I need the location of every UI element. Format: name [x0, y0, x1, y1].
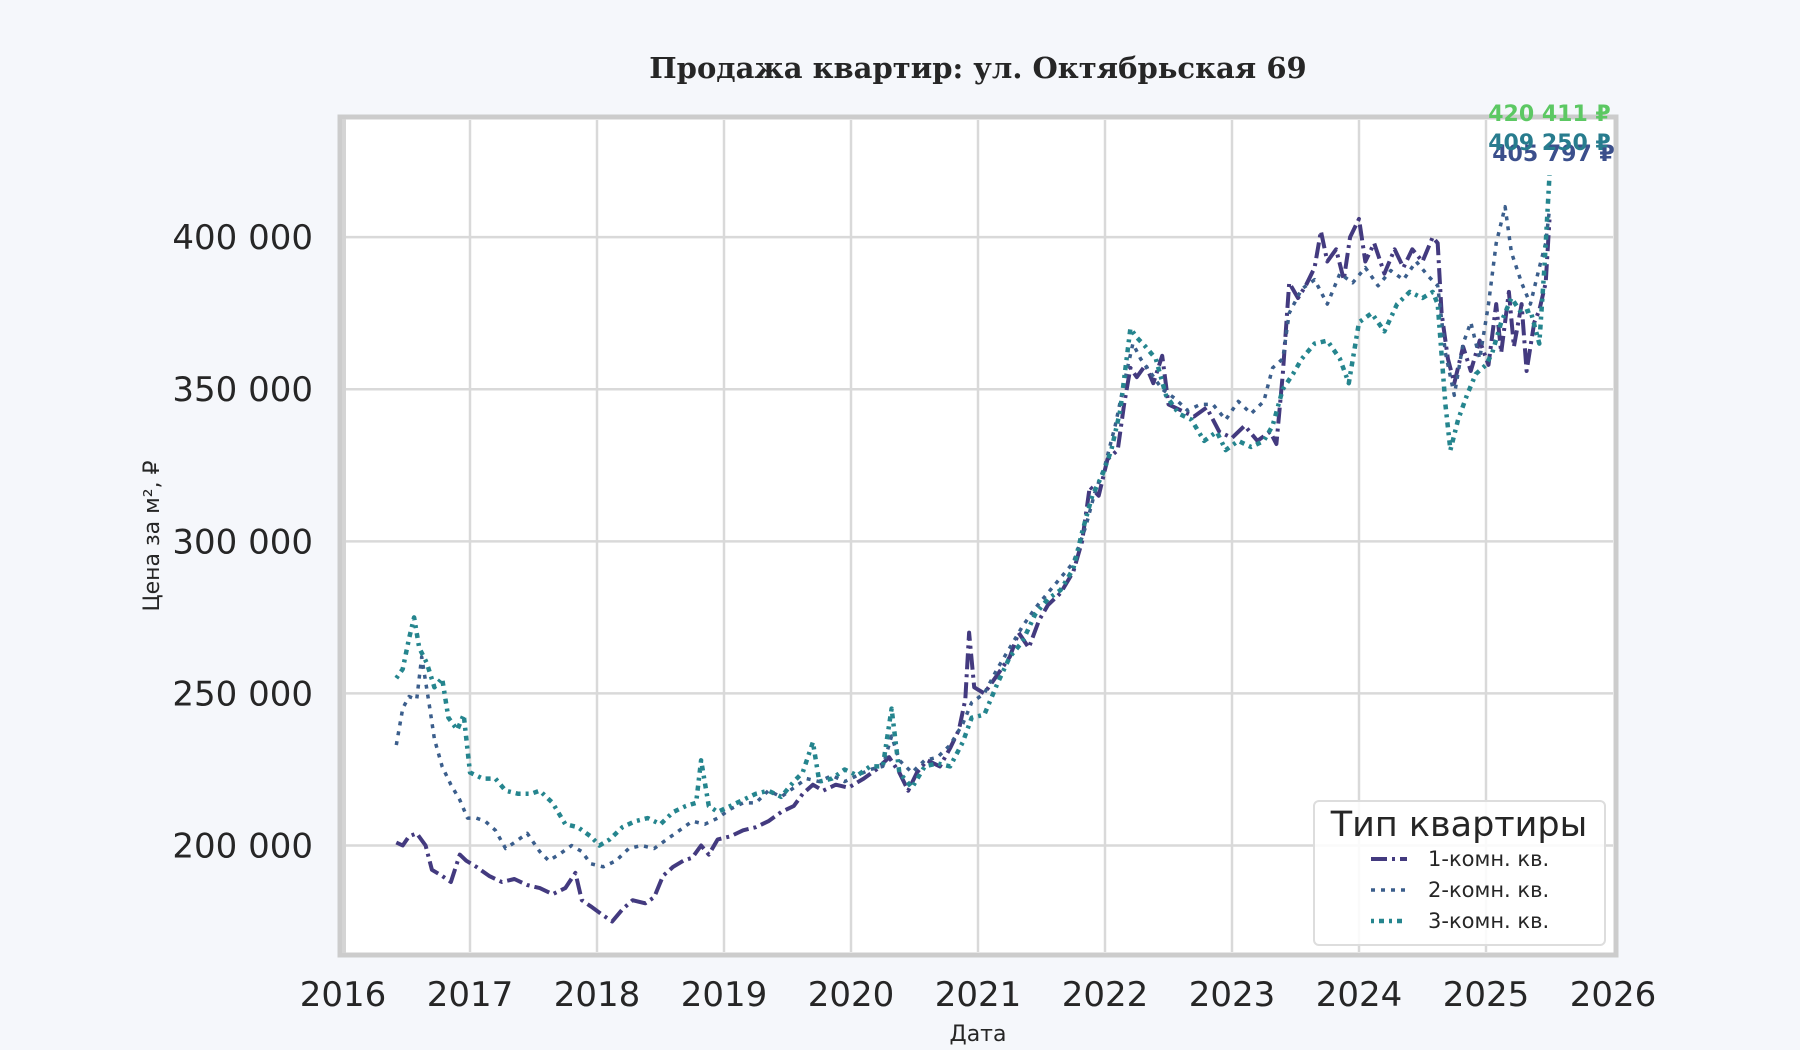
x-tick-label: 2019	[681, 975, 768, 1015]
series-layer	[394, 174, 1552, 924]
x-tick-label: 2017	[427, 975, 514, 1015]
x-tick-label: 2020	[808, 975, 895, 1015]
end-value-label-2: 409 250 ₽	[1488, 131, 1610, 156]
plot-left-shadow	[342, 119, 346, 953]
legend-label-3: 3-комн. кв.	[1428, 909, 1549, 933]
series-line-2	[394, 204, 1552, 869]
legend-label-2: 2-комн. кв.	[1428, 878, 1549, 902]
x-axis-label: Дата	[950, 1022, 1007, 1047]
grid-lines	[346, 120, 1613, 952]
x-tick-label: 2022	[1062, 975, 1149, 1015]
end-value-label-1: 405 797 ₽	[1492, 142, 1614, 167]
chart-title: Продажа квартир: ул. Октябрьская 69	[649, 51, 1306, 85]
legend-title: Тип квартиры	[1330, 805, 1588, 845]
x-tick-label: 2024	[1316, 975, 1403, 1015]
x-axis-ticks: 2016 2017 2018 2019 2020 2021 2022 2023 2024 2025…	[300, 975, 1657, 1015]
x-tick-label: 2023	[1189, 975, 1276, 1015]
series-line-1	[395, 216, 1552, 924]
y-tick-label: 200 000	[172, 826, 313, 866]
y-tick-label: 250 000	[172, 674, 313, 714]
x-tick-label: 2025	[1443, 975, 1530, 1015]
y-axis-ticks: 200 000 250 000 300 000 350 000 400 000	[172, 218, 313, 866]
x-tick-label: 2026	[1570, 975, 1657, 1015]
y-tick-label: 300 000	[172, 522, 313, 562]
end-value-label-3: 420 411 ₽	[1488, 102, 1610, 127]
legend-items: 1-комн. кв. 2-комн. кв. 3-комн. кв.	[1371, 847, 1549, 933]
legend-box	[1313, 800, 1606, 946]
y-tick-label: 400 000	[172, 218, 313, 258]
x-tick-label: 2016	[300, 975, 387, 1015]
legend: Тип квартиры 1-комн. кв. 2-комн. кв. 3-ком…	[1313, 800, 1606, 946]
y-axis-label: Цена за м², ₽	[140, 460, 165, 611]
y-tick-label: 350 000	[172, 370, 313, 410]
x-tick-label: 2021	[935, 975, 1022, 1015]
series-line-3	[394, 174, 1552, 848]
legend-label-1: 1-комн. кв.	[1428, 847, 1549, 871]
x-tick-label: 2018	[554, 975, 641, 1015]
end-labels: 405 797 ₽409 250 ₽ 420 411 ₽	[1488, 102, 1614, 167]
